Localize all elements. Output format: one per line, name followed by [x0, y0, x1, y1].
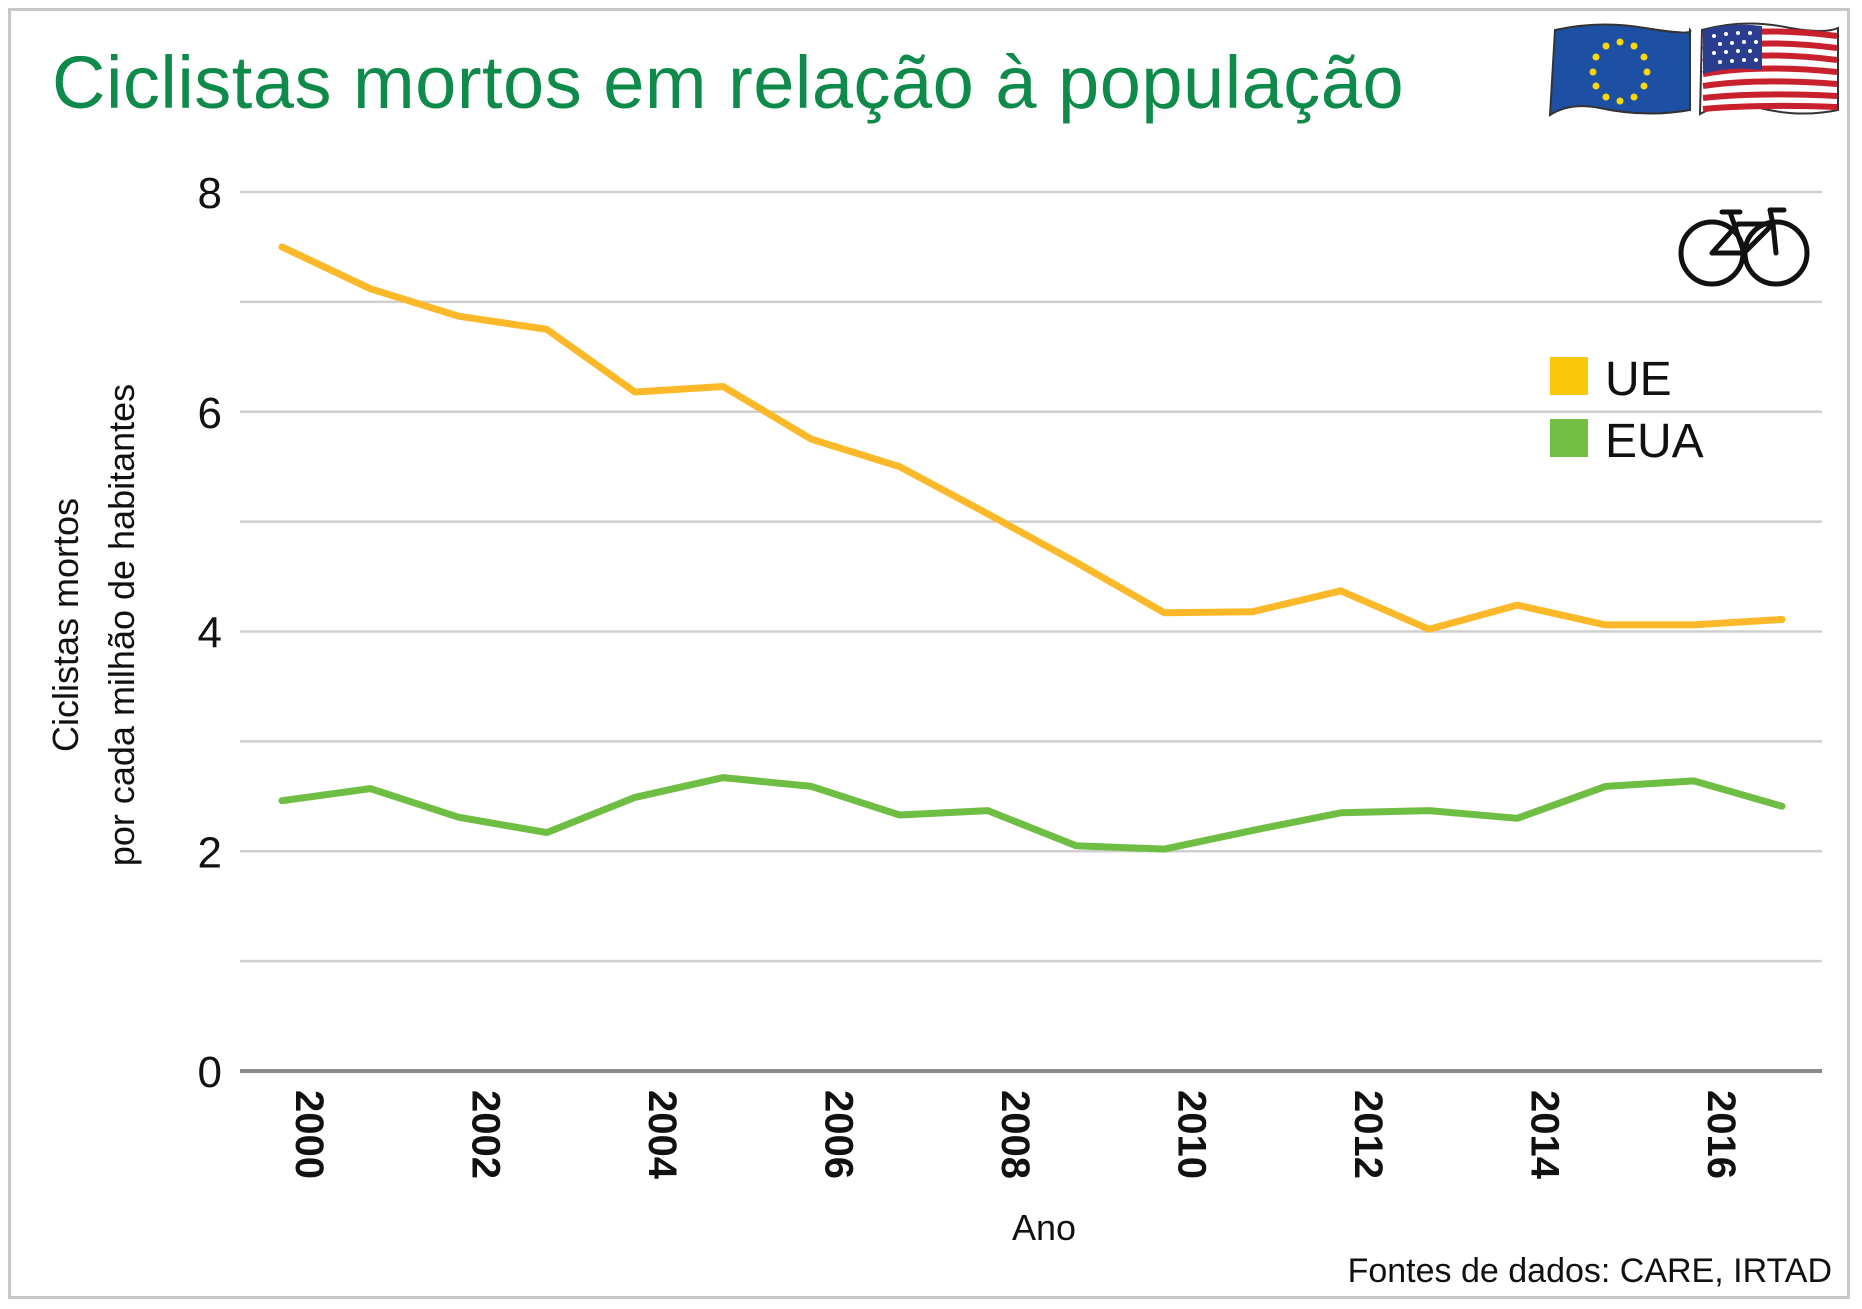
y-tick-label: 2 — [198, 828, 222, 877]
series-lines — [278, 243, 1786, 853]
us-flag-icon — [1698, 22, 1839, 116]
y-axis-title-line-1: Ciclistas mortos — [45, 498, 86, 752]
y-tick-label: 4 — [198, 609, 222, 658]
legend-label-eua: EUA — [1605, 415, 1704, 468]
x-tick-label: 2004 — [640, 1090, 684, 1180]
x-tick-label: 2012 — [1346, 1090, 1390, 1179]
y-tick-labels: 0 2 4 6 8 — [198, 169, 222, 1097]
grid-lines — [240, 190, 1822, 1073]
y-axis-title-line-2: por cada milhão de habitantes — [101, 384, 142, 866]
series-line-ue — [278, 243, 1786, 633]
y-tick-label: 0 — [198, 1048, 222, 1097]
x-tick-label: 2006 — [816, 1090, 860, 1179]
y-axis-title: Ciclistas mortos por cada milhão de habi… — [45, 384, 142, 866]
x-tick-label: 2000 — [287, 1090, 331, 1179]
x-tick-label: 2008 — [993, 1090, 1037, 1179]
chart-frame — [8, 8, 1850, 1299]
x-tick-labels: 2000 2002 2004 2006 2008 2010 2012 2014 2016 — [287, 1090, 1743, 1180]
legend-label-ue: UE — [1605, 353, 1672, 406]
x-axis-title: Ano — [1012, 1207, 1076, 1248]
bicycle-icon — [1678, 207, 1810, 287]
chart-title: Ciclistas mortos em relação à população — [52, 41, 1405, 124]
x-tick-label: 2010 — [1169, 1090, 1213, 1179]
x-tick-label: 2016 — [1699, 1090, 1743, 1179]
y-tick-label: 6 — [198, 389, 222, 438]
x-tick-label: 2014 — [1522, 1090, 1566, 1180]
legend-swatch-ue — [1550, 357, 1588, 395]
y-tick-label: 8 — [198, 169, 222, 218]
eu-flag-icon — [1548, 23, 1692, 117]
legend-swatch-eua — [1550, 419, 1588, 457]
legend: UE EUA — [1550, 353, 1704, 468]
source-note: Fontes de dados: CARE, IRTAD — [1348, 1252, 1832, 1290]
x-tick-label: 2002 — [463, 1090, 507, 1179]
series-line-eua — [278, 774, 1786, 853]
